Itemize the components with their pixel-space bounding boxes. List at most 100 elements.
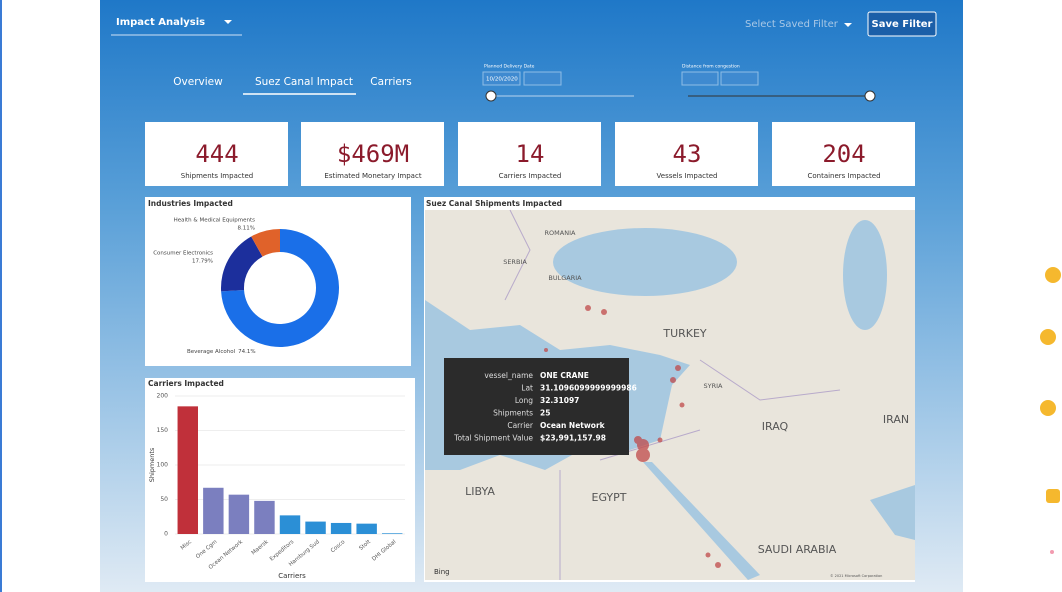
range-box[interactable]: [681, 71, 719, 86]
map-label: IRAQ: [762, 420, 789, 433]
range-box[interactable]: [720, 71, 759, 86]
slice-value: 17.79%: [192, 259, 213, 265]
emoji[interactable]: [1046, 489, 1060, 503]
save-button[interactable]: [867, 11, 937, 37]
kpi-card: [301, 122, 444, 186]
sea: [643, 462, 760, 580]
map-label: ROMANIA: [545, 229, 576, 237]
kpi-value: 204: [822, 140, 865, 168]
kpi-card: [772, 122, 915, 186]
kpi-value: $469M: [337, 140, 409, 168]
filter-label: Distance from congestion: [682, 64, 740, 70]
bar: [305, 521, 326, 534]
map-label: TURKEY: [662, 327, 707, 340]
slice-value: 74.1%: [238, 349, 255, 355]
tooltip-key: Long: [515, 396, 533, 405]
kpi-row: 444 Shipments Impacted $469M Estimated Mone…: [145, 122, 915, 186]
map-copyright: © 2021 Microsoft Corporation: [830, 574, 882, 578]
kpi-value: 43: [673, 140, 702, 168]
kpi-card: [145, 122, 288, 186]
donut-slice: [221, 229, 340, 347]
y-tick-label: 150: [157, 427, 169, 434]
tooltip: vessel_name ONE CRANE Lat 31.10960999999999…: [444, 358, 637, 455]
bar: [279, 515, 301, 534]
sea: [870, 485, 915, 540]
map-label: EGYPT: [592, 491, 627, 504]
map-label: LIBYA: [465, 485, 495, 498]
slider-knob[interactable]: [485, 90, 497, 102]
x-axis-label: Carriers: [278, 572, 306, 580]
tooltip-value: $23,991,157.98: [540, 434, 606, 443]
kpi-value: 14: [516, 140, 545, 168]
emoji[interactable]: [1050, 550, 1054, 554]
bar: [254, 500, 275, 534]
slice-value: 8.11%: [238, 226, 255, 232]
tooltip-value: Ocean Network: [540, 421, 606, 430]
kpi-value: 444: [195, 140, 238, 168]
map-title: Suez Canal Shipments Impacted: [426, 199, 562, 208]
donut-slice: [221, 236, 263, 292]
kpi-label: Shipments Impacted: [181, 172, 253, 180]
map-label: SAUDI ARABIA: [758, 543, 837, 556]
tooltip-box: [444, 358, 629, 455]
chart-title: Industries Impacted: [148, 199, 233, 208]
dropdown[interactable]: Impact Analysis: [116, 17, 205, 28]
tab[interactable]: Overview: [173, 76, 223, 88]
y-axis-label: Shipments: [148, 447, 156, 482]
tooltip-value: 25: [540, 409, 550, 418]
map-label: SERBIA: [503, 258, 527, 266]
chart-title: Carriers Impacted: [148, 379, 224, 388]
kpi-label: Estimated Monetary Impact: [324, 172, 421, 180]
kpi-card: [615, 122, 758, 186]
kpi-label: Vessels Impacted: [657, 172, 718, 180]
tooltip-key: vessel_name: [484, 371, 533, 380]
slice-label: Consumer Electronics: [153, 251, 213, 257]
filter-label: Planned Delivery Date: [484, 64, 535, 70]
y-tick-label: 50: [160, 496, 168, 503]
date-from: 10/20/2020: [486, 77, 518, 83]
bar: [382, 533, 403, 534]
tooltip-value: ONE CRANE: [540, 371, 589, 380]
y-tick-label: 200: [157, 393, 169, 400]
border: [504, 209, 531, 301]
kpi-card: [458, 122, 601, 186]
slice-name: Beverage Alcohol: [187, 349, 236, 355]
emoji[interactable]: [1045, 267, 1061, 283]
y-tick-label: 0: [164, 531, 168, 538]
donut-slice: [251, 229, 280, 257]
bar: [177, 406, 198, 534]
slider-knob[interactable]: [864, 90, 876, 102]
map-label: BULGARIA: [548, 274, 582, 282]
tab[interactable]: Carriers: [370, 76, 411, 88]
caret: [844, 23, 852, 27]
tooltip-value: 31.1096099999999986: [540, 384, 637, 393]
map-attribution: Bing: [434, 568, 450, 576]
emoji[interactable]: [1040, 329, 1056, 345]
slice-label: Beverage Alcohol 74.1%: [187, 349, 256, 355]
kpi-label: Containers Impacted: [807, 172, 880, 180]
saved-filter[interactable]: Select Saved Filter: [745, 19, 839, 30]
save-button-label[interactable]: Save Filter: [872, 19, 933, 30]
tooltip-key: Lat: [521, 384, 533, 393]
tab[interactable]: Suez Canal Impact: [255, 76, 353, 88]
sea: [843, 220, 887, 330]
map-label: IRAN: [883, 413, 909, 426]
tooltip-key: Shipments: [493, 409, 533, 418]
emoji[interactable]: [1040, 400, 1056, 416]
caret: [224, 20, 232, 24]
edge: [0, 0, 2, 592]
sea: [553, 228, 737, 296]
tooltip-key: Carrier: [507, 421, 534, 430]
bar: [330, 522, 352, 534]
kpi-label: Carriers Impacted: [499, 172, 562, 180]
slice-label: Health & Medical Equipments: [174, 218, 256, 224]
reactions: [1040, 267, 1061, 554]
date-box[interactable]: [482, 71, 521, 86]
y-tick-label: 100: [157, 462, 169, 469]
tooltip-key: Total Shipment Value: [453, 434, 533, 443]
bar: [228, 494, 250, 534]
date-box[interactable]: [523, 71, 562, 86]
bar: [203, 487, 224, 534]
map-label: SYRIA: [704, 382, 724, 390]
